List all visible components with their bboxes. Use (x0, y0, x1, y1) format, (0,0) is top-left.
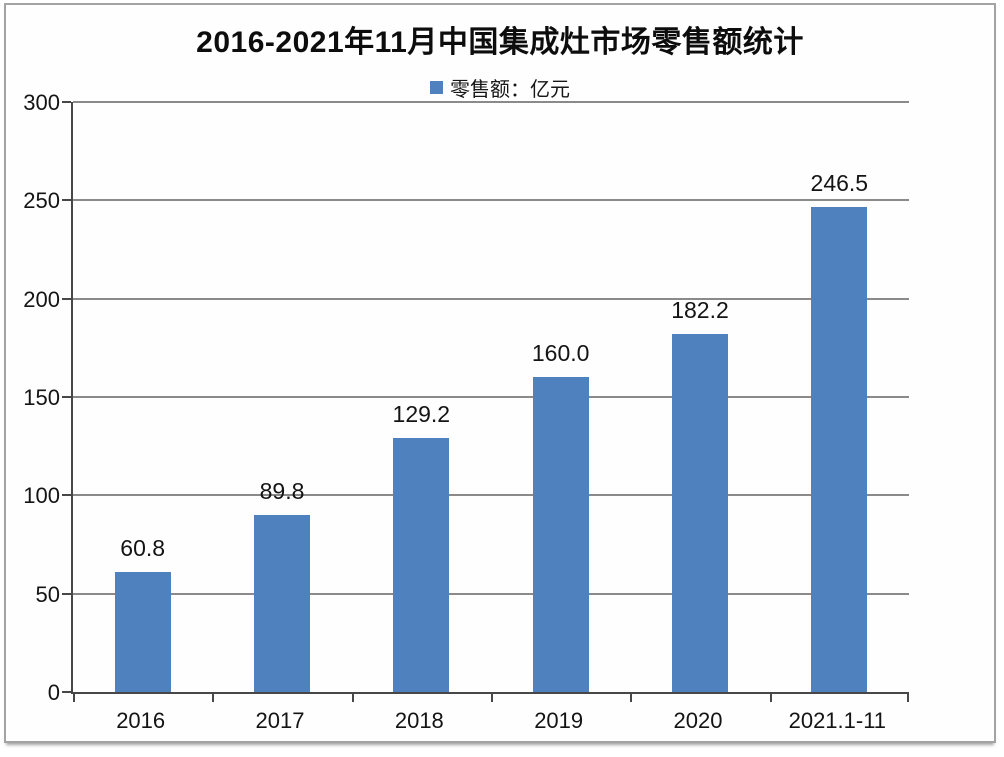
bar-2017 (253, 515, 310, 692)
bar-2020 (671, 333, 728, 692)
y-tick-label-100: 100 (23, 483, 60, 509)
x-axis-tick-labels: 2016 2017 2018 2019 2020 2021.1-11 (71, 708, 909, 738)
legend-square-swatch-icon (430, 81, 443, 94)
y-axis-tick-300 (62, 101, 71, 103)
x-axis-tick-4 (630, 694, 633, 702)
x-tick-label-2019: 2019 (534, 708, 584, 733)
gridline-100 (73, 494, 909, 497)
gridline-200 (73, 297, 909, 300)
legend: 零售额：亿元 (6, 73, 994, 102)
x-tick-label-2017: 2017 (255, 708, 305, 733)
x-tick-label-2021.1-11: 2021.1-11 (788, 708, 887, 733)
x-axis-tick-1 (212, 694, 215, 702)
y-tick-label-250: 250 (23, 188, 60, 214)
x-tick-label-2016: 2016 (116, 708, 166, 733)
y-axis-tick-0 (62, 691, 71, 693)
y-tick-label-50: 50 (35, 581, 60, 607)
y-axis-tick-50 (62, 592, 71, 595)
y-tick-label-200: 200 (23, 286, 60, 312)
bar-2021.1-11 (811, 207, 868, 692)
chart-title: 2016-2021年11月中国集成灶市场零售额统计 (196, 26, 804, 59)
gridline-50 (73, 592, 909, 595)
gridline-250 (73, 199, 909, 202)
x-axis-tick-6 (907, 694, 909, 702)
y-axis-tick-200 (62, 297, 71, 300)
y-tick-label-0: 0 (47, 680, 60, 705)
bar-value-label-2016: 60.8 (120, 535, 166, 562)
y-axis-tick-250 (62, 199, 71, 202)
x-axis-tick-3 (491, 694, 493, 702)
gridline-150 (73, 396, 909, 398)
bar-slot-2021.1-11: 246.5 (770, 102, 909, 692)
gridline-300 (73, 101, 909, 103)
bar-slot-2018: 129.2 (352, 102, 491, 692)
chart-frame: 2016-2021年11月中国集成灶市场零售额统计 零售额：亿元 0 50 100 1… (4, 3, 996, 743)
x-axis-tick-0 (73, 694, 75, 702)
bar-2016 (114, 572, 171, 692)
bar-slot-2016: 60.8 (73, 102, 212, 692)
bar-2019 (532, 377, 589, 692)
plot-area: 60.8 89.8 129.2 160.0 182.2 246.5 (62, 101, 909, 702)
y-axis-tick-100 (62, 494, 71, 497)
bar-value-label-2019: 160.0 (531, 340, 590, 367)
x-tick-label-2020: 2020 (673, 708, 723, 733)
bar-value-label-2018: 129.2 (392, 400, 451, 427)
y-tick-label-300: 300 (23, 90, 60, 115)
bar-slot-2017: 89.8 (212, 102, 351, 692)
bar-slot-2020: 182.2 (630, 102, 769, 692)
bar-2018 (393, 437, 450, 692)
x-axis-tick-2 (351, 694, 354, 702)
bar-value-label-2017: 89.8 (259, 478, 305, 505)
legend-label: 零售额：亿元 (450, 79, 570, 101)
y-axis-tick-150 (62, 396, 71, 398)
x-axis-tick-5 (769, 694, 772, 702)
bar-slot-2019: 160.0 (491, 102, 630, 692)
x-tick-label-2018: 2018 (394, 708, 444, 733)
bar-value-label-2020: 182.2 (671, 296, 729, 323)
y-axis-tick-labels: 0 50 100 150 200 250 300 (6, 90, 60, 705)
y-tick-label-150: 150 (23, 385, 60, 410)
bar-value-label-2021.1-11: 246.5 (810, 170, 869, 197)
